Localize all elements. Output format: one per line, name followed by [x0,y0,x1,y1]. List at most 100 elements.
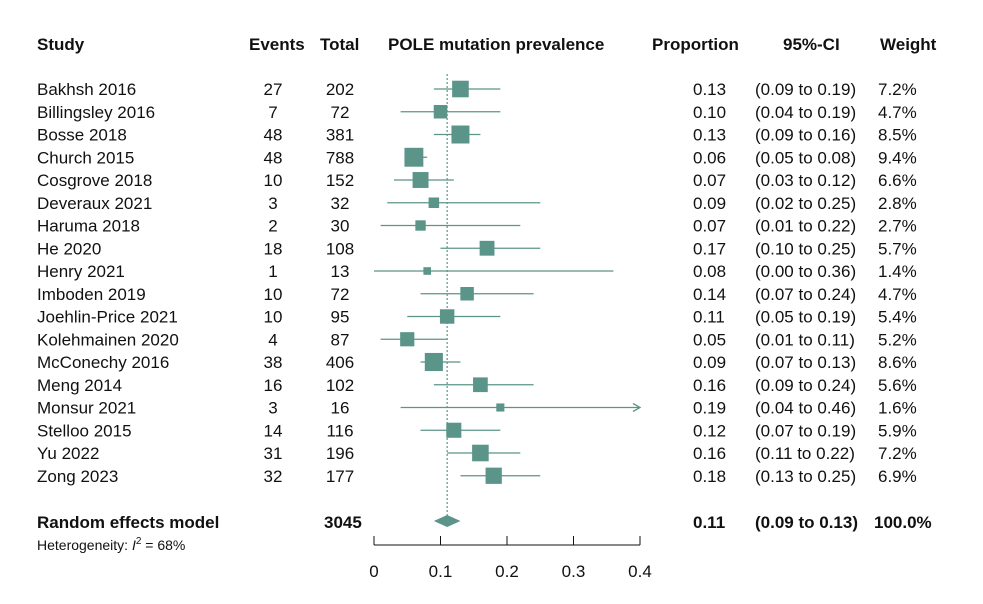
study-events: 14 [264,421,283,440]
study-weight: 4.7% [878,103,917,122]
study-proportion: 0.11 [693,308,725,327]
study-events: 31 [264,444,283,463]
study-point-marker [451,125,470,144]
study-total: 381 [326,126,354,145]
study-total: 202 [326,80,354,99]
study-point-marker [473,377,488,393]
study-total: 16 [331,399,350,418]
study-point-marker [428,197,440,209]
study-proportion: 0.16 [693,444,726,463]
study-total: 95 [331,308,350,327]
study-total: 406 [326,353,354,372]
study-name: Yu 2022 [37,444,99,463]
study-name: Stelloo 2015 [37,421,132,440]
study-proportion: 0.07 [693,171,726,190]
x-axis-tick-label: 0.3 [562,562,586,581]
study-events: 10 [264,285,283,304]
study-total: 72 [331,103,350,122]
study-events: 2 [268,217,277,236]
study-ci: (0.13 to 0.25) [755,467,856,486]
study-ci: (0.10 to 0.25) [755,239,856,258]
study-point-marker [433,104,448,119]
study-rows: Bakhsh 2016 27 202 0.13 (0.09 to 0.19) 7.2%Bi… [37,80,917,486]
study-weight: 8.5% [878,126,917,145]
study-name: Zong 2023 [37,467,118,486]
study-events: 10 [264,171,283,190]
study-proportion: 0.10 [693,103,726,122]
study-ci: (0.03 to 0.12) [755,171,856,190]
study-total: 32 [331,194,350,213]
study-proportion: 0.14 [693,285,726,304]
study-point-marker [415,220,426,231]
study-weight: 9.4% [878,148,917,167]
header-proportion: Proportion [652,35,739,54]
summary-ci: (0.09 to 0.13) [755,513,858,532]
study-name: McConechy 2016 [37,353,169,372]
study-total: 30 [331,217,350,236]
study-proportion: 0.17 [693,239,726,258]
summary-row: Random effects model 3045 0.11 (0.09 to … [37,513,932,532]
study-point-marker [479,240,495,256]
study-proportion: 0.06 [693,148,726,167]
header-plot-title: POLE mutation prevalence [388,35,604,54]
study-proportion: 0.13 [693,126,726,145]
study-name: Billingsley 2016 [37,103,155,122]
study-ci: (0.07 to 0.13) [755,353,856,372]
study-name: Meng 2014 [37,376,122,395]
study-weight: 7.2% [878,80,917,99]
study-ci: (0.05 to 0.19) [755,308,856,327]
study-total: 87 [331,330,350,349]
study-proportion: 0.08 [693,262,726,281]
study-weight: 7.2% [878,444,917,463]
study-ci: (0.02 to 0.25) [755,194,856,213]
study-events: 18 [264,239,283,258]
study-ci: (0.05 to 0.08) [755,148,856,167]
study-point-marker [424,352,443,372]
study-name: Imboden 2019 [37,285,146,304]
study-weight: 5.6% [878,376,917,395]
study-point-marker [472,444,489,462]
study-proportion: 0.12 [693,421,726,440]
study-events: 48 [264,126,283,145]
x-axis-tick-label: 0 [369,562,378,581]
x-axis-tick-label: 0.4 [628,562,652,581]
study-proportion: 0.07 [693,217,726,236]
study-point-marker [496,403,505,412]
study-point-marker [452,80,469,98]
study-ci: (0.01 to 0.11) [755,330,855,349]
study-name: Kolehmainen 2020 [37,330,179,349]
study-events: 48 [264,148,283,167]
study-total: 196 [326,444,354,463]
heterogeneity-note: Heterogeneity: I2 = 68% [37,536,185,553]
header-events: Events [249,35,305,54]
study-point-marker [412,172,429,188]
study-events: 1 [268,262,277,281]
study-ci: (0.09 to 0.16) [755,126,856,145]
study-weight: 5.9% [878,421,917,440]
study-total: 108 [326,239,354,258]
study-proportion: 0.09 [693,194,726,213]
study-proportion: 0.05 [693,330,726,349]
study-point-marker [485,467,502,484]
study-events: 3 [268,399,277,418]
header-weight: Weight [880,35,937,54]
study-weight: 5.7% [878,239,917,258]
study-proportion: 0.18 [693,467,726,486]
summary-label: Random effects model [37,513,219,532]
study-point-marker [460,286,474,301]
study-total: 177 [326,467,354,486]
study-name: Bosse 2018 [37,126,127,145]
header-ci: 95%-CI [783,35,840,54]
study-weight: 1.4% [878,262,917,281]
study-ci: (0.00 to 0.36) [755,262,856,281]
study-events: 32 [264,467,283,486]
study-total: 116 [326,421,353,440]
study-ci: (0.04 to 0.19) [755,103,856,122]
study-point-marker [446,422,462,438]
study-proportion: 0.19 [693,399,726,418]
study-name: Bakhsh 2016 [37,80,136,99]
study-name: He 2020 [37,239,101,258]
study-events: 16 [264,376,283,395]
study-weight: 5.4% [878,308,917,327]
